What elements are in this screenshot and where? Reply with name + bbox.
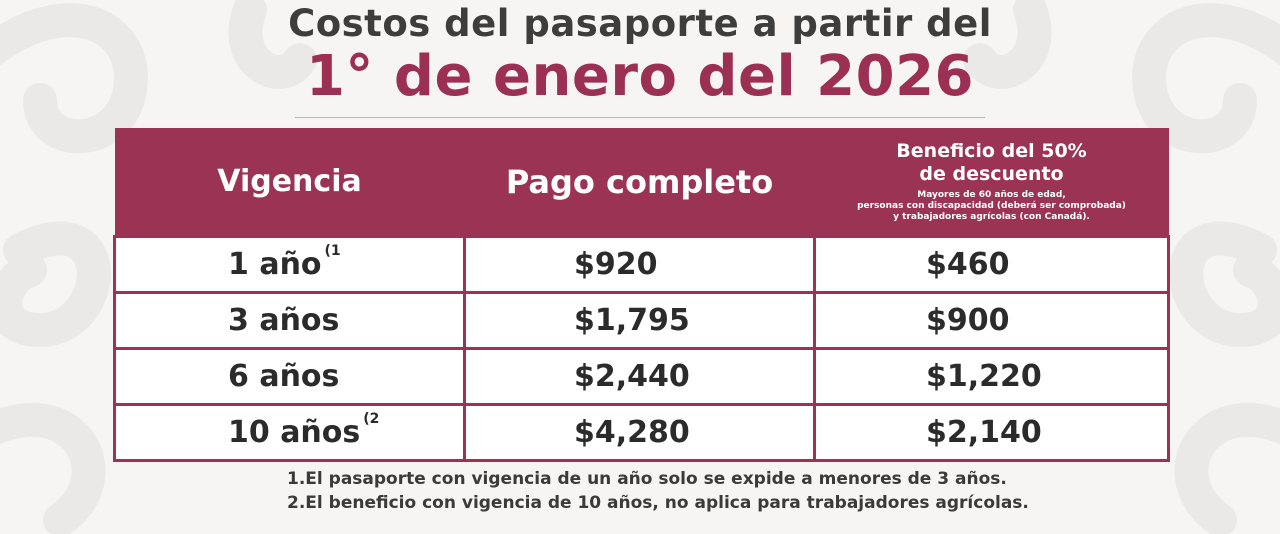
beneficio-cell: $1,220 — [813, 347, 1170, 406]
beneficio-title-line1: Beneficio del 50% — [896, 140, 1087, 162]
page-title-line1: Costos del pasaporte a partir del — [288, 2, 992, 45]
table-row: 1 año (1 $920 $460 — [113, 235, 1170, 294]
table-row: 6 años $2,440 $1,220 — [113, 347, 1170, 406]
vigencia-value: 10 años — [228, 415, 361, 450]
title-divider — [295, 117, 985, 118]
footnote-1: 1.El pasaporte con vigencia de un año so… — [287, 469, 1007, 489]
footnote-ref: (1 — [324, 243, 341, 259]
footnote-ref: (2 — [363, 411, 380, 427]
column-header-pago-completo: Pago completo — [464, 128, 815, 237]
table-header-row: Vigencia Pago completo Beneficio del 50%… — [114, 128, 1169, 237]
vigencia-cell: 6 años — [113, 347, 466, 406]
beneficio-cell: $2,140 — [813, 403, 1170, 462]
beneficio-note-line1: Mayores de 60 años de edad, — [917, 190, 1066, 200]
beneficio-note-line3: y trabajadores agrícolas (con Canadá). — [893, 212, 1090, 222]
beneficio-title-line2: de descuento — [919, 163, 1064, 185]
pago-completo-cell: $4,280 — [463, 403, 816, 462]
vigencia-value: 1 año — [228, 247, 322, 282]
vigencia-cell: 1 año (1 — [113, 235, 466, 294]
pago-completo-cell: $920 — [463, 235, 816, 294]
table-row: 3 años $1,795 $900 — [113, 291, 1170, 350]
table-row: 10 años (2 $4,280 $2,140 — [113, 403, 1170, 462]
beneficio-cell: $460 — [813, 235, 1170, 294]
pago-completo-cell: $1,795 — [463, 291, 816, 350]
footnotes: 1.El pasaporte con vigencia de un año so… — [287, 467, 1029, 515]
beneficio-note-line2: personas con discapacidad (deberá ser co… — [857, 201, 1126, 211]
column-header-vigencia: Vigencia — [114, 128, 465, 237]
vigencia-value: 6 años — [228, 359, 340, 394]
pago-completo-cell: $2,440 — [463, 347, 816, 406]
page-title-date: 1° de enero del 2026 — [305, 44, 975, 109]
column-header-beneficio: Beneficio del 50% de descuento Mayores d… — [814, 128, 1169, 237]
vigencia-cell: 3 años — [113, 291, 466, 350]
beneficio-cell: $900 — [813, 291, 1170, 350]
footnote-2: 2.El beneficio con vigencia de 10 años, … — [287, 493, 1029, 513]
vigencia-cell: 10 años (2 — [113, 403, 466, 462]
vigencia-value: 3 años — [228, 303, 340, 338]
passport-cost-table: Vigencia Pago completo Beneficio del 50%… — [113, 128, 1170, 462]
